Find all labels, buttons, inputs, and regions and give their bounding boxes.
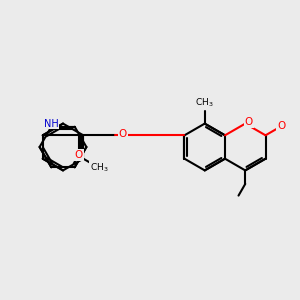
- Text: O: O: [118, 130, 127, 140]
- Text: CH$_3$: CH$_3$: [195, 96, 214, 109]
- Text: CH$_3$: CH$_3$: [89, 161, 108, 174]
- Text: O: O: [118, 129, 127, 140]
- Text: O: O: [75, 150, 83, 160]
- Text: O: O: [244, 117, 253, 127]
- Text: NH: NH: [44, 119, 58, 129]
- Text: O: O: [277, 121, 285, 131]
